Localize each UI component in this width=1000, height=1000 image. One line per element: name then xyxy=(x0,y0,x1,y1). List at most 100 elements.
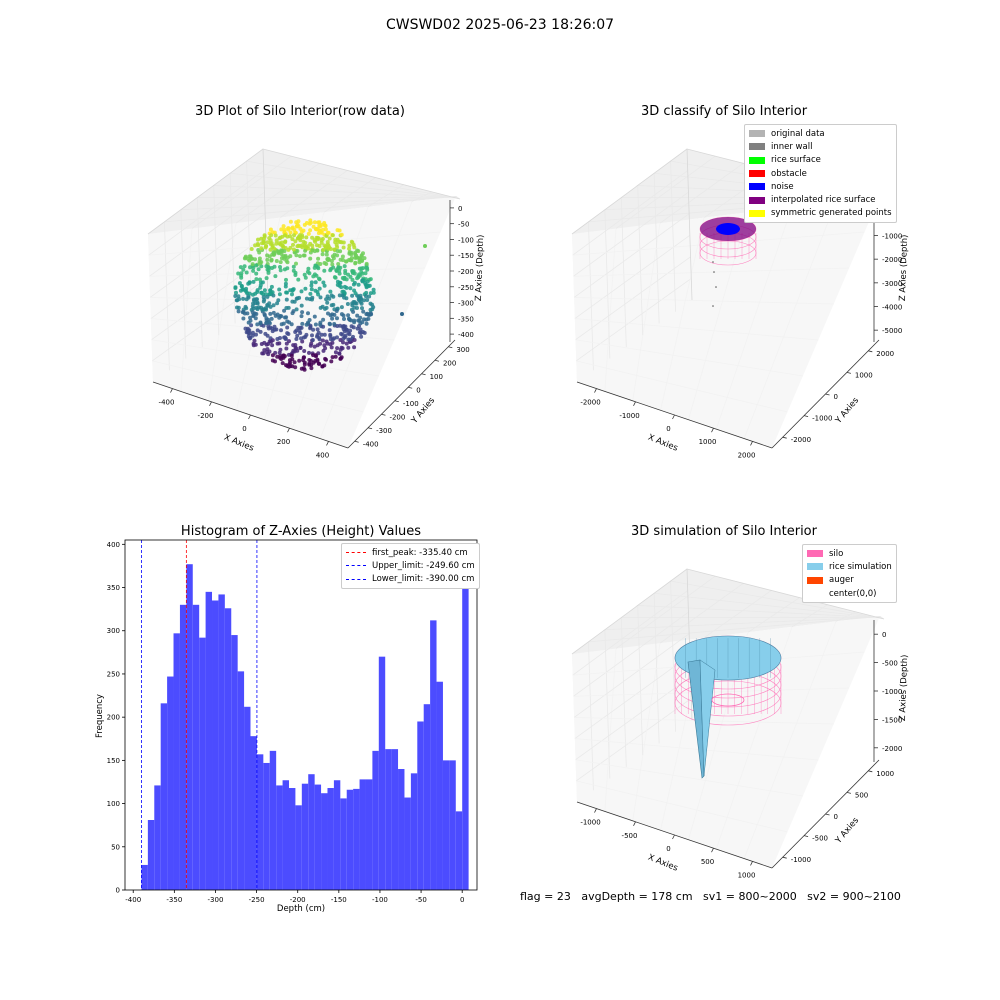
grid-line xyxy=(835,611,857,622)
grid-line xyxy=(575,759,803,797)
data-point xyxy=(340,332,345,337)
y-tick-label: 500 xyxy=(855,791,868,799)
data-point xyxy=(292,360,297,365)
raw-3d-plot[interactable]: -400-20002004003002001000-100-200-300-40… xyxy=(147,148,486,459)
data-point xyxy=(304,235,309,240)
pane-edge xyxy=(571,568,688,655)
y-tick-label: 0 xyxy=(834,393,838,401)
data-point xyxy=(302,349,307,353)
y-tick-label: 2000 xyxy=(876,350,894,358)
y-tick-mark xyxy=(782,436,787,439)
histogram-bar xyxy=(269,750,277,890)
pane-edge xyxy=(147,148,264,235)
y-tick-mark xyxy=(846,372,851,374)
grid-line xyxy=(152,360,364,413)
histogram-bar xyxy=(455,811,463,890)
data-point xyxy=(351,300,356,304)
data-point xyxy=(320,338,325,343)
data-point xyxy=(290,311,295,316)
data-point xyxy=(338,257,343,262)
rice-funnel xyxy=(699,659,716,777)
data-point xyxy=(310,248,315,253)
data-point xyxy=(298,226,303,231)
legend-swatch xyxy=(749,196,765,204)
histogram-bar xyxy=(263,762,270,890)
data-point xyxy=(264,320,269,325)
data-point xyxy=(369,312,374,317)
y-tick-label: -200 xyxy=(389,413,405,421)
data-point xyxy=(285,260,290,265)
legend-swatch xyxy=(807,550,823,558)
data-point xyxy=(277,236,282,241)
x-tick-mark xyxy=(170,388,173,393)
data-point xyxy=(251,279,256,284)
data-point xyxy=(312,220,317,225)
data-point xyxy=(265,257,270,262)
legend-item: auger xyxy=(807,574,892,587)
data-point xyxy=(357,330,362,335)
legend-swatch xyxy=(749,156,765,164)
data-point xyxy=(288,245,293,250)
z-axis-label: Z Axies (Depth) xyxy=(474,234,486,301)
data-point xyxy=(352,338,357,342)
data-point xyxy=(288,364,293,368)
grid-line xyxy=(573,611,689,697)
y-tick-label: 200 xyxy=(107,714,120,722)
classify-3d-plot[interactable]: -2000-1000010002000200010000-1000-20000-… xyxy=(571,148,910,459)
grid-line xyxy=(688,212,749,420)
data-point xyxy=(325,300,330,305)
legend-swatch xyxy=(749,130,765,138)
panel-title-histogram: Histogram of Z-Axies (Height) Values xyxy=(180,524,422,539)
data-point xyxy=(272,327,277,332)
data-point xyxy=(291,247,296,252)
data-point xyxy=(271,293,276,298)
y-tick-mark xyxy=(381,413,386,416)
grid-line xyxy=(604,228,617,392)
x-tick-mark xyxy=(672,414,675,420)
x-tick-mark xyxy=(594,808,597,813)
data-point xyxy=(268,288,273,293)
y-tick-label: -400 xyxy=(363,440,379,448)
data-point xyxy=(239,271,244,276)
data-point xyxy=(235,305,239,310)
data-point xyxy=(315,290,320,294)
data-point xyxy=(278,260,283,265)
data-point xyxy=(257,250,262,255)
data-point xyxy=(348,274,353,279)
data-point xyxy=(301,253,306,258)
data-point xyxy=(292,233,296,238)
legend-label: silo xyxy=(829,548,844,559)
data-point xyxy=(329,345,334,350)
z-tick-label: -1500 xyxy=(882,716,902,724)
x-tick-label: -250 xyxy=(249,896,265,904)
data-point xyxy=(316,256,321,261)
histogram-bar xyxy=(449,760,456,890)
data-point xyxy=(303,248,308,253)
data-point xyxy=(340,254,345,259)
legend-item: Upper_limit: -249.60 cm xyxy=(346,559,475,572)
data-point xyxy=(296,325,301,330)
histogram-bar xyxy=(154,785,161,890)
data-point xyxy=(288,360,293,365)
data-point xyxy=(352,245,357,250)
x-tick-label: -1000 xyxy=(580,819,600,827)
y-tick-mark xyxy=(825,393,830,396)
data-point xyxy=(352,320,357,325)
data-point xyxy=(299,336,303,341)
data-point xyxy=(312,272,317,277)
data-point xyxy=(284,315,289,320)
grid-line xyxy=(575,676,691,761)
data-point xyxy=(362,330,367,335)
x-tick-label: -100 xyxy=(372,896,388,904)
data-point xyxy=(245,311,250,316)
y-tick-mark xyxy=(367,427,373,430)
histogram-bar xyxy=(160,703,168,890)
data-point xyxy=(270,343,275,348)
data-point xyxy=(251,306,256,311)
data-point xyxy=(254,312,259,316)
simulation-3d-plot[interactable]: -1000 -500 0 500 1000 1000 500 0 -500 -1000 0 -500 -… xyxy=(571,568,910,879)
data-point xyxy=(315,333,320,337)
data-point xyxy=(270,338,275,343)
data-point xyxy=(261,295,266,300)
data-point xyxy=(318,322,323,327)
